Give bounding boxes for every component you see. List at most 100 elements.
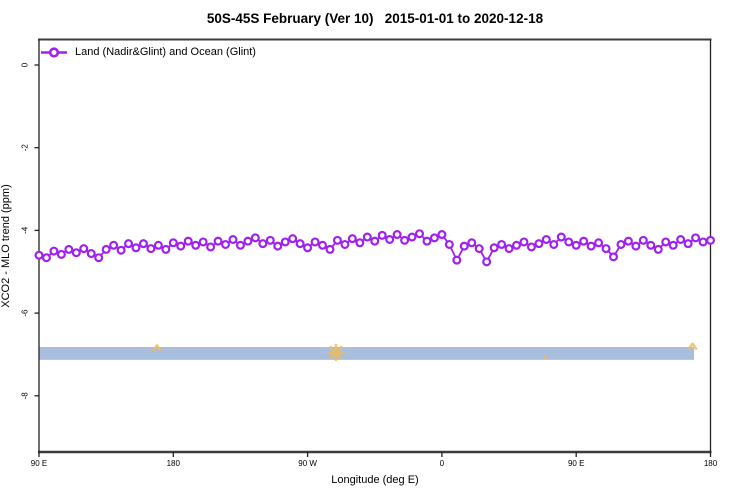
- data-point: [370, 236, 380, 246]
- data-point: [504, 244, 514, 254]
- data-point: [250, 233, 260, 243]
- data-point: [631, 241, 641, 251]
- flag-star-icon: [327, 343, 345, 362]
- x-axis-title: Longitude (deg E): [331, 474, 419, 486]
- data-point: [616, 239, 626, 249]
- data-point: [235, 240, 245, 250]
- x-tick-label: 90 W: [298, 459, 317, 468]
- data-point: [325, 244, 335, 254]
- data-point: [94, 253, 104, 263]
- y-tick-label: -8: [21, 392, 30, 400]
- x-axis-ticks: 90 E 180 90 W 0 90 E 180: [31, 452, 718, 468]
- data-point: [138, 239, 148, 249]
- data-point: [183, 236, 193, 246]
- flag-marks: [151, 342, 698, 362]
- data-point: [56, 249, 66, 259]
- data-point: [534, 239, 544, 249]
- data-point: [422, 236, 432, 246]
- data-point: [221, 239, 231, 249]
- data-point: [71, 248, 81, 258]
- data-point: [243, 236, 253, 246]
- data-point: [474, 244, 484, 254]
- data-point: [79, 244, 89, 254]
- data-point: [34, 250, 44, 260]
- data-point: [213, 236, 223, 246]
- y-axis-title: XCO2 - MLO trend (ppm): [0, 184, 12, 308]
- x-tick-label: 90 E: [568, 459, 584, 468]
- x-tick-label: 0: [440, 459, 445, 468]
- data-point: [131, 243, 141, 253]
- data-point: [586, 241, 596, 251]
- data-point: [638, 235, 648, 245]
- legend-marker-icon: [41, 47, 67, 58]
- series-markers: [34, 229, 715, 267]
- data-point: [526, 242, 536, 252]
- data-point: [347, 234, 357, 244]
- data-point: [497, 239, 507, 249]
- x-tick-label: 90 E: [31, 459, 47, 468]
- data-point: [519, 237, 529, 247]
- data-point: [392, 230, 402, 240]
- data-point: [601, 244, 611, 254]
- chart-title: 50S-45S February (Ver 10) 2015-01-01 to …: [206, 11, 544, 26]
- data-point: [49, 246, 59, 256]
- data-point: [653, 244, 663, 254]
- data-point: [116, 245, 126, 255]
- x-tick-label: 180: [704, 459, 718, 468]
- data-point: [609, 252, 619, 262]
- plot-border: [38, 38, 712, 454]
- data-point: [646, 240, 656, 250]
- data-point: [385, 234, 395, 244]
- data-point: [146, 244, 156, 254]
- data-point: [437, 230, 447, 240]
- data-point: [571, 240, 581, 250]
- data-point: [86, 249, 96, 259]
- data-point: [124, 239, 134, 249]
- data-point: [288, 234, 298, 244]
- data-point: [310, 237, 320, 247]
- data-point: [594, 238, 604, 248]
- data-point: [64, 244, 74, 254]
- y-tick-label: -4: [21, 226, 30, 234]
- data-point: [489, 243, 499, 253]
- data-point: [541, 234, 551, 244]
- y-tick-label: -6: [21, 309, 30, 317]
- data-point: [400, 235, 410, 245]
- data-point: [161, 244, 171, 254]
- data-point: [556, 232, 566, 242]
- data-point: [512, 240, 522, 250]
- data-point: [452, 255, 462, 265]
- data-point: [482, 257, 492, 267]
- data-point: [153, 240, 163, 250]
- data-point: [623, 236, 633, 246]
- data-point: [332, 235, 342, 245]
- data-point: [444, 239, 454, 249]
- data-point: [258, 239, 268, 249]
- data-point: [661, 237, 671, 247]
- flag-caret-icon: [151, 344, 162, 352]
- data-point: [549, 239, 559, 249]
- data-point: [698, 237, 708, 247]
- data-point: [355, 238, 365, 248]
- shaded-band: [39, 347, 695, 360]
- data-point: [176, 241, 186, 251]
- flag-dot-icon: [543, 355, 547, 359]
- data-point: [362, 232, 372, 242]
- data-point: [377, 230, 387, 240]
- flag-caret-icon: [687, 342, 698, 351]
- y-axis-ticks: 0 -2 -4 -6 -8: [21, 62, 39, 400]
- data-point: [191, 240, 201, 250]
- y-tick-label: 0: [21, 62, 30, 67]
- data-point: [303, 243, 313, 253]
- y-tick-label: -2: [21, 144, 30, 152]
- data-point: [206, 242, 216, 252]
- data-point: [676, 234, 686, 244]
- data-point: [273, 241, 283, 251]
- data-point: [668, 240, 678, 250]
- data-point: [340, 239, 350, 249]
- data-point: [265, 235, 275, 245]
- data-point: [198, 237, 208, 247]
- data-point: [318, 240, 328, 250]
